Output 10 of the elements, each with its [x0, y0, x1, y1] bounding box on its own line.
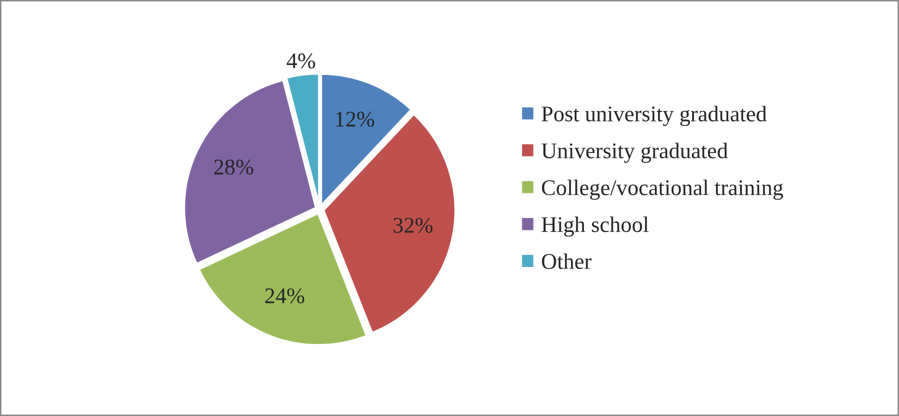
data-label: 12%	[336, 112, 374, 127]
legend-label: Post university graduated	[542, 106, 767, 126]
data-label: 28%	[214, 160, 254, 175]
data-label: 32%	[394, 218, 433, 233]
legend-label: College/vocational training	[542, 180, 784, 200]
legend-label: University graduated	[542, 142, 728, 163]
legend-label: Other	[542, 253, 592, 269]
legend-label: High school	[542, 216, 649, 237]
data-label: 24%	[265, 288, 304, 304]
data-label: 4%	[286, 53, 316, 68]
